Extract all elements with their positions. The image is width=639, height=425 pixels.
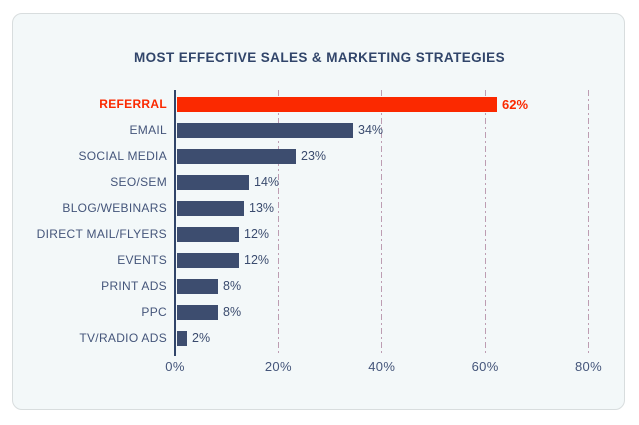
- value-label: 13%: [249, 201, 275, 215]
- category-label: SEO/SEM: [110, 175, 167, 189]
- chart-title: MOST EFFECTIVE SALES & MARKETING STRATEG…: [134, 50, 505, 65]
- bar-social-media: [177, 149, 296, 164]
- bar-referral: [177, 97, 497, 112]
- bar-ppc: [177, 305, 218, 320]
- bar-direct-mail-flyers: [177, 227, 239, 242]
- x-tick-label: 0%: [165, 359, 185, 374]
- value-label: 12%: [244, 227, 270, 241]
- category-label: REFERRAL: [99, 97, 167, 111]
- x-tick-label: 60%: [471, 359, 499, 374]
- category-label: BLOG/WEBINARS: [62, 201, 167, 215]
- value-label: 12%: [244, 253, 270, 267]
- chart-card: [12, 13, 625, 410]
- value-label: 34%: [358, 123, 384, 137]
- category-label: EVENTS: [117, 253, 167, 267]
- value-label: 14%: [254, 175, 280, 189]
- bar-events: [177, 253, 239, 268]
- bar-blog-webinars: [177, 201, 244, 216]
- gridline-40%: [381, 90, 383, 356]
- x-tick-label: 40%: [368, 359, 396, 374]
- gridline-60%: [484, 90, 486, 356]
- x-tick-label: 20%: [264, 359, 292, 374]
- bar-tv-radio-ads: [177, 331, 187, 346]
- value-label: 8%: [223, 279, 242, 293]
- category-label: EMAIL: [129, 123, 167, 137]
- value-label: 62%: [502, 97, 529, 112]
- category-label: DIRECT MAIL/FLYERS: [36, 227, 167, 241]
- category-label: PRINT ADS: [101, 279, 167, 293]
- bar-print-ads: [177, 279, 218, 294]
- gridline-80%: [588, 90, 589, 356]
- category-label: SOCIAL MEDIA: [78, 149, 167, 163]
- category-label: PPC: [141, 305, 167, 319]
- category-label: TV/RADIO ADS: [79, 331, 167, 345]
- value-label: 23%: [301, 149, 327, 163]
- value-label: 2%: [192, 331, 211, 345]
- gridline-20%: [277, 90, 279, 356]
- bar-email: [177, 123, 353, 138]
- y-axis-line: [174, 90, 176, 356]
- bar-seo-sem: [177, 175, 249, 190]
- x-tick-label: 80%: [575, 359, 602, 374]
- value-label: 8%: [223, 305, 242, 319]
